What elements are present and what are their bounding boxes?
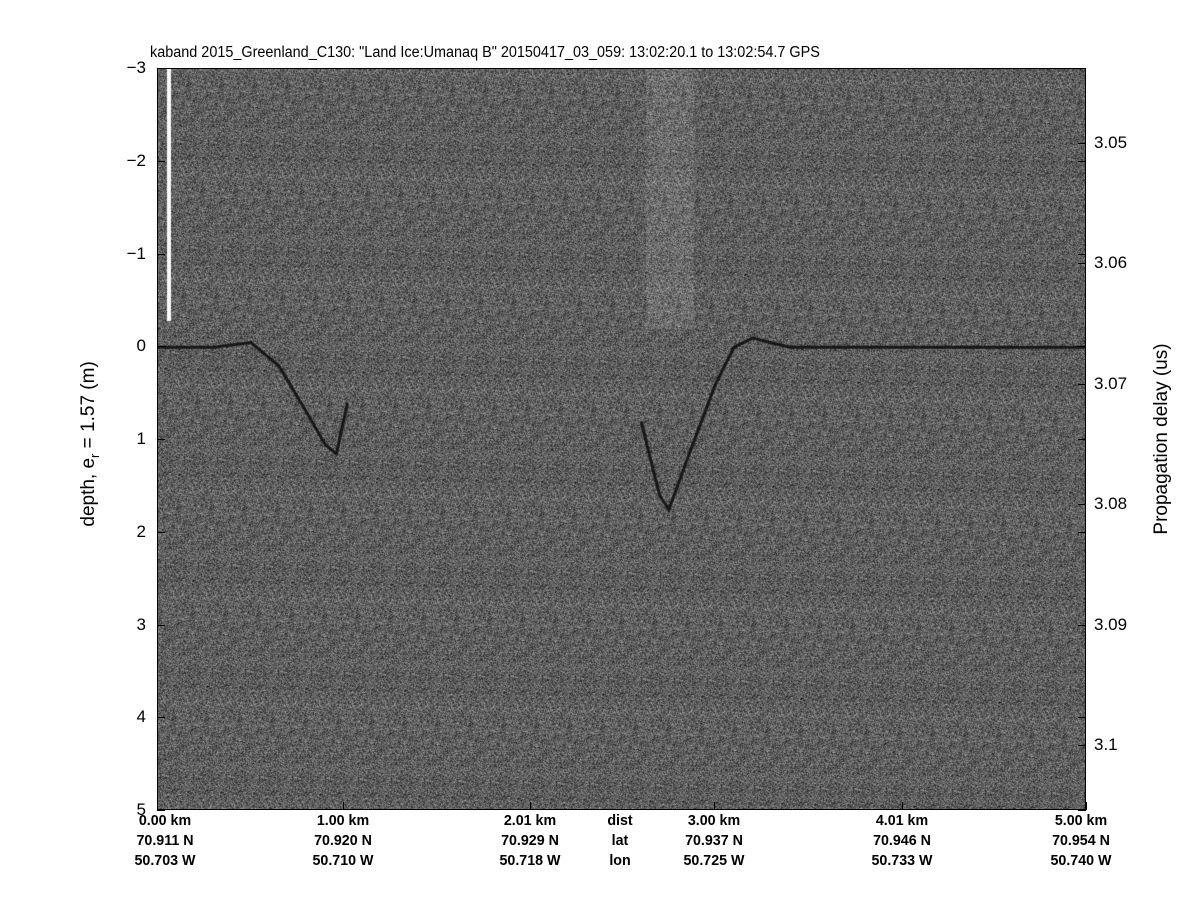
x-row-label-lat: lat (611, 832, 629, 849)
y-tick-left-mirror (1078, 346, 1086, 348)
x-tick (714, 802, 716, 810)
x-tick-label-lon: 50.718 W (499, 852, 561, 869)
y-tick-label-right: 3.08 (1094, 494, 1128, 514)
y-tick-label-left: −1 (126, 243, 146, 263)
y-tick-label-right: 3.05 (1094, 133, 1128, 152)
y-tick-left-mirror (1078, 810, 1086, 811)
y-tick-left (157, 810, 165, 811)
y-tick-right (1078, 143, 1086, 144)
x-tick-label-dist: 0.00 km (138, 812, 192, 829)
y-tick-label-left: 1 (136, 429, 146, 448)
x-tick-label-lat: 70.911 N (136, 832, 194, 849)
x-tick-label-lat: 70.937 N (685, 832, 744, 849)
x-tick-label-dist: 5.00 km (1054, 812, 1108, 829)
y-tick-label-right: 3.06 (1094, 253, 1128, 273)
x-tick-label-lat: 70.929 N (501, 832, 560, 849)
x-tick-label-lat: 70.920 N (313, 832, 372, 849)
y-tick-left (157, 624, 165, 626)
x-tick (157, 802, 158, 810)
y-tick-left (157, 253, 165, 255)
y-tick-label-right: 3.07 (1094, 373, 1128, 393)
ylabel-left-sub: r (86, 453, 102, 458)
y-tick-label-left: 2 (136, 521, 146, 541)
x-tick-label-lon: 50.703 W (134, 852, 196, 869)
x-tick-label-lon: 50.740 W (1050, 852, 1112, 869)
y-tick-left-mirror (1078, 68, 1086, 69)
chart-title: kaband 2015_Greenland_C130: "Land Ice:Um… (150, 44, 820, 61)
y-tick-label-left: 3 (136, 614, 146, 634)
y-tick-right (1078, 504, 1086, 506)
y-tick-label-left: −2 (126, 150, 146, 170)
y-tick-right (1078, 263, 1086, 265)
y-tick-left (157, 439, 165, 440)
y-tick-left (157, 531, 165, 533)
echogram-plot-area (157, 68, 1086, 810)
x-tick-label-dist: 2.01 km (504, 812, 557, 829)
y-tick-label-left: 4 (136, 707, 146, 727)
x-tick-label-dist: 3.00 km (688, 812, 741, 829)
y-tick-right (1078, 624, 1086, 626)
y-tick-right (1078, 745, 1086, 746)
echogram-image (158, 69, 1085, 809)
x-tick-label-lat: 70.954 N (1052, 832, 1110, 849)
x-tick (342, 802, 344, 810)
x-tick (530, 802, 532, 810)
x-tick-label-lon: 50.710 W (312, 852, 374, 869)
y-tick-left-mirror (1078, 439, 1086, 440)
y-axis-label-right: Propagation delay (us) (1151, 343, 1172, 535)
x-row-label-lon: lon (609, 852, 631, 869)
y-tick-left (157, 717, 165, 719)
x-tick-label-lat: 70.946 N (873, 832, 931, 849)
x-tick (902, 802, 904, 810)
y-tick-label-left: −3 (126, 58, 146, 77)
y-tick-right (1078, 383, 1086, 385)
x-tick-label-lon: 50.725 W (683, 852, 745, 869)
y-tick-left (157, 346, 165, 348)
y-tick-left-mirror (1078, 717, 1086, 719)
y-axis-label-left: depth, er = 1.57 (m) (78, 344, 102, 544)
y-tick-label-left: 5 (136, 800, 146, 819)
x-tick-label-dist: 4.01 km (875, 812, 929, 829)
ylabel-left-main: depth, e (78, 457, 100, 527)
y-tick-left-mirror (1078, 531, 1086, 533)
ylabel-left-rest: = 1.57 (m) (78, 361, 100, 454)
y-tick-label-right: 3.09 (1094, 614, 1128, 634)
x-row-label-dist: dist (607, 812, 633, 829)
x-tick-label-dist: 1.00 km (316, 812, 369, 829)
x-tick-label-lon: 50.733 W (871, 852, 933, 869)
y-tick-label-right: 3.1 (1094, 735, 1118, 754)
y-tick-left (157, 68, 165, 69)
y-tick-label-left: 0 (136, 336, 146, 356)
y-tick-left (157, 160, 165, 162)
x-tick (1086, 802, 1087, 810)
y-tick-left-mirror (1078, 160, 1086, 162)
y-tick-left-mirror (1078, 253, 1086, 255)
